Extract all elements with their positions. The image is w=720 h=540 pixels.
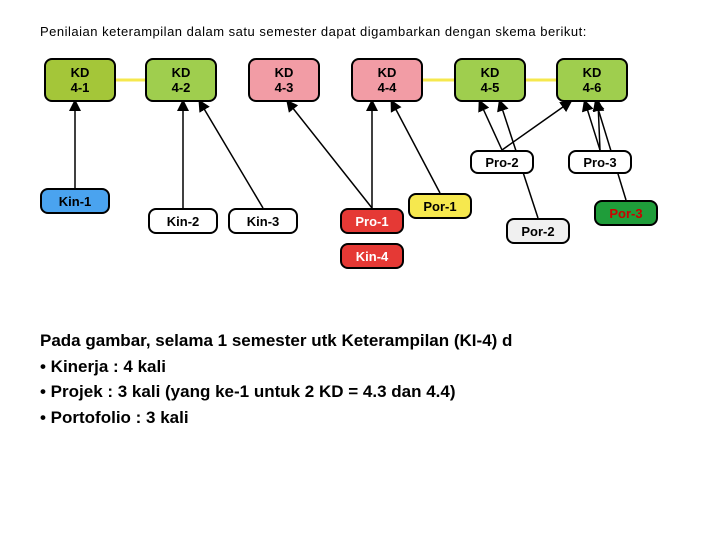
explain-line-2: • Kinerja : 4 kali (40, 354, 680, 380)
node-kin1-label: Kin-1 (59, 194, 92, 210)
node-kin3-label: Kin-3 (247, 214, 280, 230)
node-por1: Por-1 (408, 193, 472, 219)
node-kin2: Kin-2 (148, 208, 218, 234)
explain-line-3: • Projek : 3 kali (yang ke-1 untuk 2 KD … (40, 379, 680, 405)
node-kd44: KD4-4 (351, 58, 423, 102)
node-kd45-label: 4-5 (481, 80, 500, 96)
explain-line-4: • Portofolio : 3 kali (40, 405, 680, 431)
node-pro3: Pro-3 (568, 150, 632, 174)
node-kd42-label: KD (172, 65, 191, 81)
node-kin4-label: Kin-4 (356, 249, 389, 265)
node-kd46: KD4-6 (556, 58, 628, 102)
node-kd44-label: KD (378, 65, 397, 81)
node-kd43-label: 4-3 (275, 80, 294, 96)
node-por2: Por-2 (506, 218, 570, 244)
node-por1-label: Por-1 (423, 199, 456, 215)
node-por3-label: Por-3 (609, 206, 642, 222)
node-kin3: Kin-3 (228, 208, 298, 234)
node-kd43-label: KD (275, 65, 294, 81)
node-kd46-label: 4-6 (583, 80, 602, 96)
node-kd45-label: KD (481, 65, 500, 81)
node-pro2: Pro-2 (470, 150, 534, 174)
node-kd46-label: KD (583, 65, 602, 81)
node-kin2-label: Kin-2 (167, 214, 200, 230)
node-por3: Por-3 (594, 200, 658, 226)
node-kin4: Kin-4 (340, 243, 404, 269)
intro-text: Penilaian keterampilan dalam satu semest… (40, 20, 680, 43)
node-por2-label: Por-2 (521, 224, 554, 240)
node-kin1: Kin-1 (40, 188, 110, 214)
explanation-block: Pada gambar, selama 1 semester utk Keter… (40, 328, 680, 430)
diagram-area: KD4-1KD4-2KD4-3KD4-4KD4-5KD4-6Kin-1Kin-2… (40, 58, 680, 318)
node-pro3-label: Pro-3 (583, 155, 616, 171)
node-kd41-label: KD (71, 65, 90, 81)
node-kd44-label: 4-4 (378, 80, 397, 96)
node-kd43: KD4-3 (248, 58, 320, 102)
node-kd41-label: 4-1 (71, 80, 90, 96)
node-pro1: Pro-1 (340, 208, 404, 234)
node-kd45: KD4-5 (454, 58, 526, 102)
node-kd42-label: 4-2 (172, 80, 191, 96)
explain-line-1: Pada gambar, selama 1 semester utk Keter… (40, 328, 680, 354)
node-kd41: KD4-1 (44, 58, 116, 102)
node-pro1-label: Pro-1 (355, 214, 388, 230)
node-kd42: KD4-2 (145, 58, 217, 102)
node-pro2-label: Pro-2 (485, 155, 518, 171)
